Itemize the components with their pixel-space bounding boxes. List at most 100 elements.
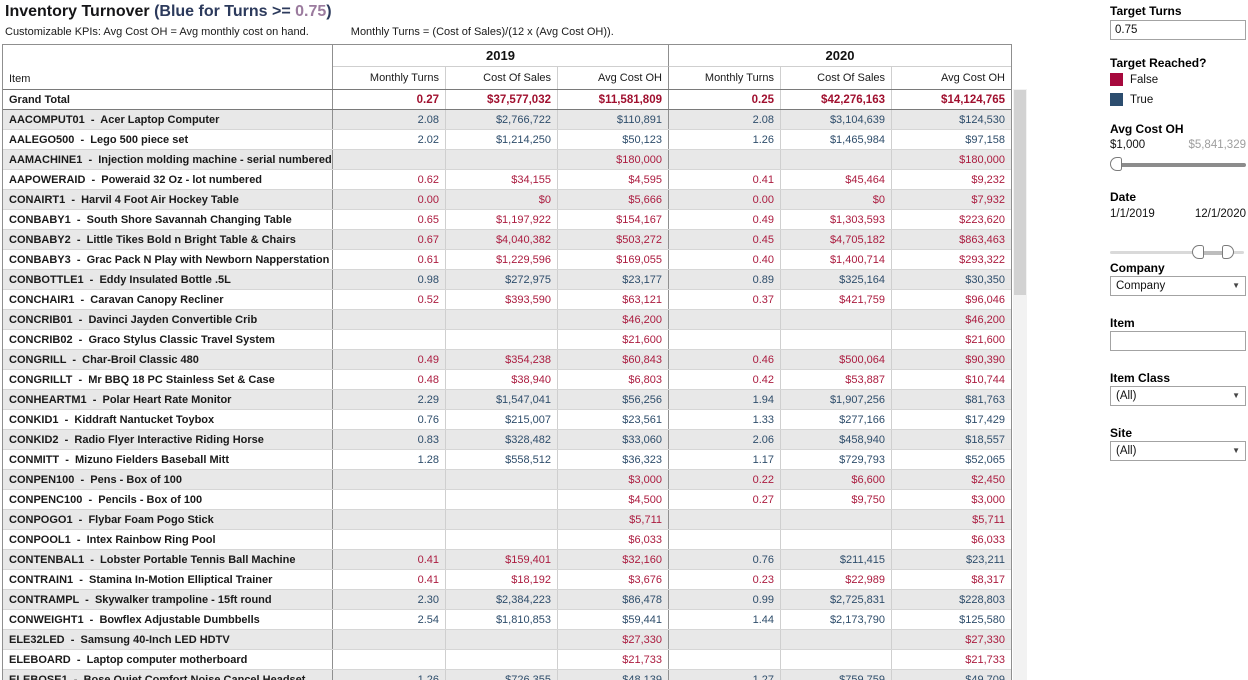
- table-row[interactable]: CONKID2 - Radio Flyer Interactive Riding…: [3, 430, 1011, 450]
- cost-of-sales-cell[interactable]: $1,547,041: [446, 390, 558, 409]
- avg-cost-oh-cell[interactable]: $503,272: [558, 230, 669, 249]
- table-row[interactable]: AAPOWERAID - Poweraid 32 Oz - lot number…: [3, 170, 1011, 190]
- table-row[interactable]: CONTRAIN1 - Stamina In-Motion Elliptical…: [3, 570, 1011, 590]
- table-row[interactable]: AALEGO500 - Lego 500 piece set 2.02 $1,214…: [3, 130, 1011, 150]
- monthly-turns-cell[interactable]: 0.99: [669, 590, 781, 609]
- cost-of-sales-cell[interactable]: [446, 530, 558, 549]
- avg-cost-oh-cell[interactable]: $50,123: [558, 130, 669, 149]
- table-row[interactable]: CONPENC100 - Pencils - Box of 100 $4,500 0…: [3, 490, 1011, 510]
- item-cell[interactable]: ELEBOARD - Laptop computer motherboard: [3, 650, 333, 669]
- cost-of-sales-cell[interactable]: $1,229,596: [446, 250, 558, 269]
- item-cell[interactable]: CONBABY3 - Grac Pack N Play with Newborn…: [3, 250, 333, 269]
- cost-of-sales-cell[interactable]: $1,400,714: [781, 250, 892, 269]
- avg-cost-oh-cell[interactable]: $90,390: [965, 353, 1005, 366]
- monthly-turns-cell[interactable]: 0.48: [333, 370, 446, 389]
- monthly-turns-cell[interactable]: 0.61: [333, 250, 446, 269]
- cost-of-sales-cell[interactable]: [446, 630, 558, 649]
- date-slider[interactable]: [1110, 245, 1246, 260]
- avg-cost-oh-cell[interactable]: $169,055: [558, 250, 669, 269]
- avg-cost-slider-track[interactable]: [1118, 163, 1246, 167]
- monthly-turns-cell[interactable]: 0.49: [669, 210, 781, 229]
- target-turns-input[interactable]: [1110, 20, 1246, 40]
- monthly-turns-cell[interactable]: 0.40: [669, 250, 781, 269]
- cost-of-sales-cell[interactable]: $0: [446, 190, 558, 209]
- cost-of-sales-cell[interactable]: [781, 330, 892, 349]
- item-cell[interactable]: CONGRILLT - Mr BBQ 18 PC Stainless Set &…: [3, 370, 333, 389]
- monthly-turns-cell[interactable]: 0.46: [669, 350, 781, 369]
- item-cell[interactable]: CONKID1 - Kiddraft Nantucket Toybox: [3, 410, 333, 429]
- monthly-turns-cell[interactable]: 0.83: [333, 430, 446, 449]
- avg-cost-slider-handle[interactable]: [1110, 157, 1122, 171]
- cost-of-sales-cell[interactable]: $759,759: [781, 670, 892, 680]
- cost-of-sales-cell[interactable]: $421,759: [781, 290, 892, 309]
- avg-cost-oh-cell[interactable]: $30,350: [965, 273, 1005, 286]
- monthly-turns-cell[interactable]: 0.62: [333, 170, 446, 189]
- monthly-turns-cell[interactable]: [669, 650, 781, 669]
- monthly-turns-cell[interactable]: 0.00: [333, 190, 446, 209]
- table-row[interactable]: CONAIRT1 - Harvil 4 Foot Air Hockey Tabl…: [3, 190, 1011, 210]
- avg-cost-oh-cell[interactable]: $96,046: [965, 293, 1005, 306]
- avg-cost-oh-cell[interactable]: $154,167: [558, 210, 669, 229]
- item-cell[interactable]: CONTRAIN1 - Stamina In-Motion Elliptical…: [3, 570, 333, 589]
- cost-of-sales-cell[interactable]: $2,766,722: [446, 110, 558, 129]
- monthly-turns-cell[interactable]: 0.67: [333, 230, 446, 249]
- avg-cost-oh-cell[interactable]: $4,500: [558, 490, 669, 509]
- monthly-turns-cell[interactable]: 2.06: [669, 430, 781, 449]
- monthly-turns-cell[interactable]: 2.02: [333, 130, 446, 149]
- cost-of-sales-cell[interactable]: $4,705,182: [781, 230, 892, 249]
- monthly-turns-cell[interactable]: [669, 630, 781, 649]
- cost-of-sales-cell[interactable]: $42,276,163: [781, 90, 892, 109]
- cost-of-sales-cell[interactable]: $1,214,250: [446, 130, 558, 149]
- cost-of-sales-cell[interactable]: [446, 650, 558, 669]
- monthly-turns-cell[interactable]: 2.08: [669, 110, 781, 129]
- monthly-turns-cell[interactable]: [333, 330, 446, 349]
- monthly-turns-cell[interactable]: 0.65: [333, 210, 446, 229]
- cost-of-sales-cell[interactable]: $9,750: [781, 490, 892, 509]
- avg-cost-oh-cell[interactable]: $9,232: [971, 173, 1005, 186]
- monthly-turns-cell[interactable]: 0.27: [669, 490, 781, 509]
- cost-of-sales-cell[interactable]: $3,104,639: [781, 110, 892, 129]
- table-row[interactable]: CONGRILLT - Mr BBQ 18 PC Stainless Set &…: [3, 370, 1011, 390]
- avg-cost-oh-cell[interactable]: $23,211: [966, 553, 1005, 566]
- monthly-turns-cell[interactable]: [333, 650, 446, 669]
- avg-cost-oh-cell[interactable]: $86,478: [558, 590, 669, 609]
- legend-item-true[interactable]: True: [1110, 92, 1246, 107]
- monthly-turns-cell[interactable]: 2.54: [333, 610, 446, 629]
- monthly-turns-cell[interactable]: [333, 490, 446, 509]
- avg-cost-oh-cell[interactable]: $97,158: [965, 133, 1005, 146]
- avg-cost-oh-cell[interactable]: $6,033: [971, 533, 1005, 546]
- table-row[interactable]: CONGRILL - Char-Broil Classic 480 0.49 $35…: [3, 350, 1011, 370]
- item-cell[interactable]: CONBABY1 - South Shore Savannah Changing…: [3, 210, 333, 229]
- avg-cost-oh-cell[interactable]: $23,177: [558, 270, 669, 289]
- avg-cost-oh-cell[interactable]: $4,595: [558, 170, 669, 189]
- avg-cost-oh-cell[interactable]: $60,843: [558, 350, 669, 369]
- avg-cost-oh-cell[interactable]: $228,803: [959, 593, 1005, 606]
- cost-of-sales-cell[interactable]: $4,040,382: [446, 230, 558, 249]
- monthly-turns-cell[interactable]: [333, 470, 446, 489]
- table-row[interactable]: AACOMPUT01 - Acer Laptop Computer 2.08 $2,…: [3, 110, 1011, 130]
- monthly-turns-cell[interactable]: 0.49: [333, 350, 446, 369]
- date-slider-track[interactable]: [1110, 251, 1244, 254]
- item-search-input[interactable]: [1110, 331, 1246, 351]
- avg-cost-oh-cell[interactable]: $48,139: [558, 670, 669, 680]
- monthly-turns-cell[interactable]: 0.41: [333, 570, 446, 589]
- avg-cost-oh-cell[interactable]: $5,666: [558, 190, 669, 209]
- cost-of-sales-cell[interactable]: [446, 470, 558, 489]
- avg-cost-oh-cell[interactable]: $21,600: [558, 330, 669, 349]
- avg-cost-oh-cell[interactable]: $33,060: [558, 430, 669, 449]
- cost-of-sales-cell[interactable]: $325,164: [781, 270, 892, 289]
- avg-cost-oh-cell[interactable]: $6,803: [558, 370, 669, 389]
- monthly-turns-cell[interactable]: 2.29: [333, 390, 446, 409]
- avg-cost-oh-cell[interactable]: $46,200: [965, 313, 1005, 326]
- avg-cost-oh-cell[interactable]: $10,744: [965, 373, 1005, 386]
- avg-cost-oh-cell[interactable]: $49,709: [965, 673, 1005, 680]
- item-cell[interactable]: AALEGO500 - Lego 500 piece set: [3, 130, 333, 149]
- monthly-turns-cell[interactable]: 0.98: [333, 270, 446, 289]
- table-row[interactable]: CONBABY2 - Little Tikes Bold n Bright Ta…: [3, 230, 1011, 250]
- cost-of-sales-cell[interactable]: $393,590: [446, 290, 558, 309]
- cost-of-sales-cell[interactable]: $272,975: [446, 270, 558, 289]
- cost-of-sales-cell[interactable]: $558,512: [446, 450, 558, 469]
- avg-cost-oh-cell[interactable]: $56,256: [558, 390, 669, 409]
- monthly-turns-cell[interactable]: [669, 530, 781, 549]
- table-row[interactable]: CONWEIGHT1 - Bowflex Adjustable Dumbbell…: [3, 610, 1011, 630]
